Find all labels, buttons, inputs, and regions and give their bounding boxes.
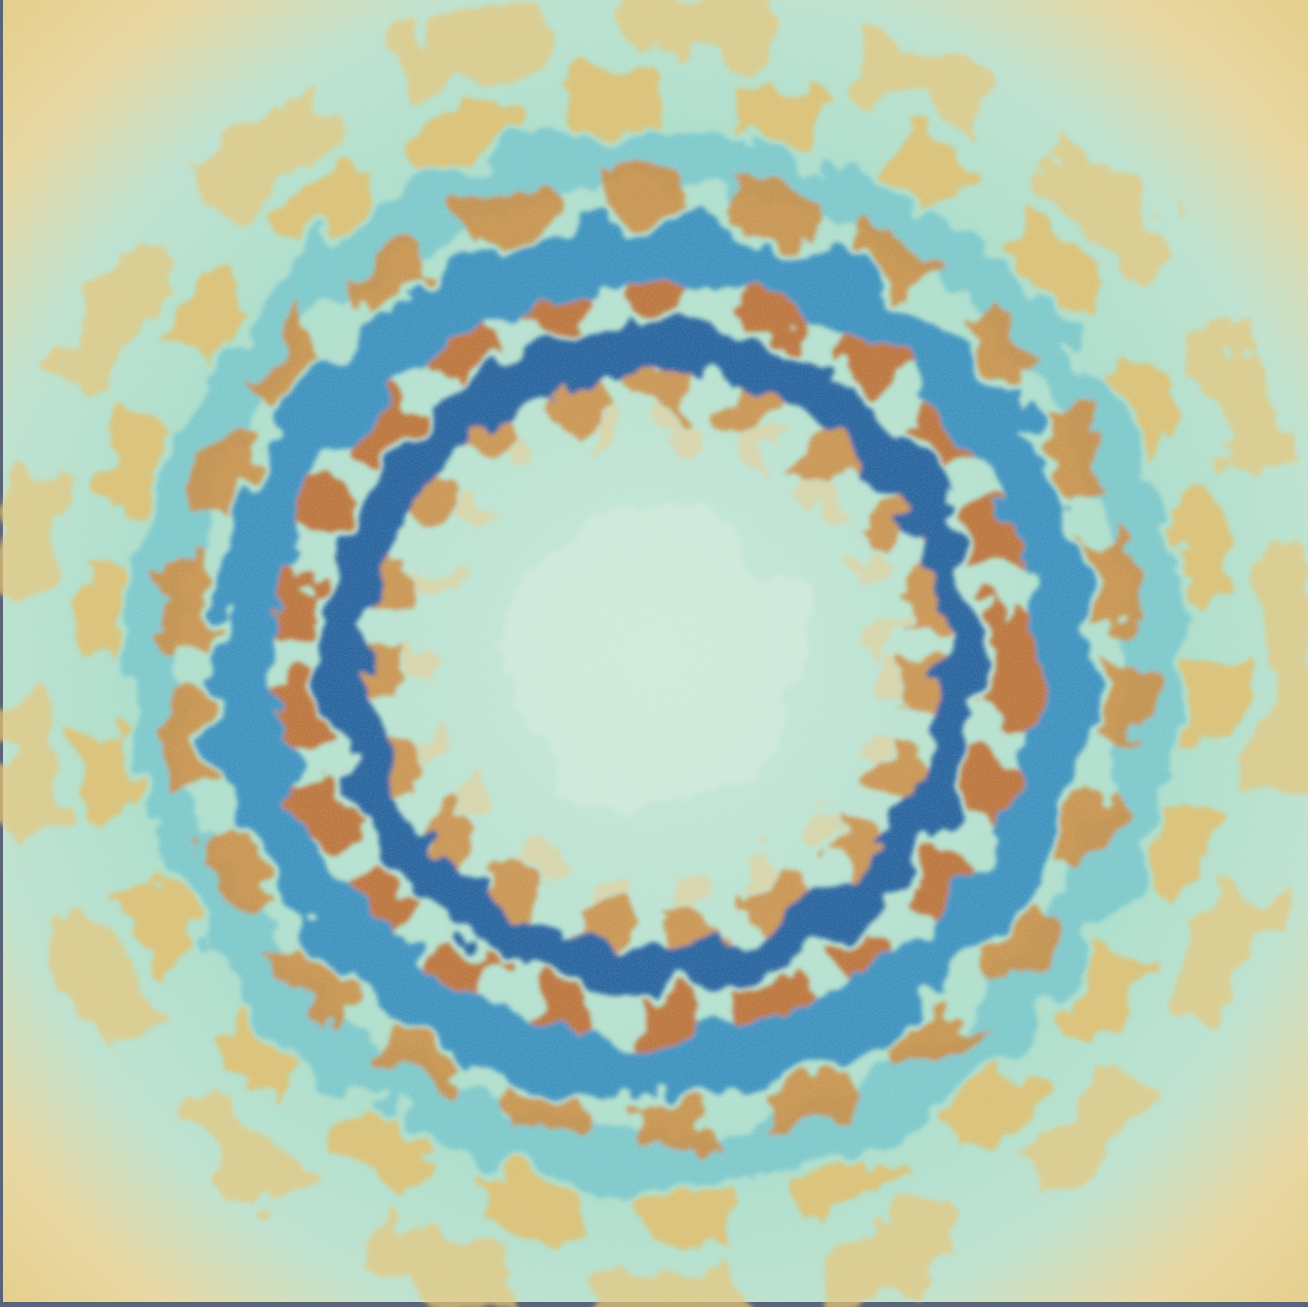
grain (3, 0, 1308, 1302)
